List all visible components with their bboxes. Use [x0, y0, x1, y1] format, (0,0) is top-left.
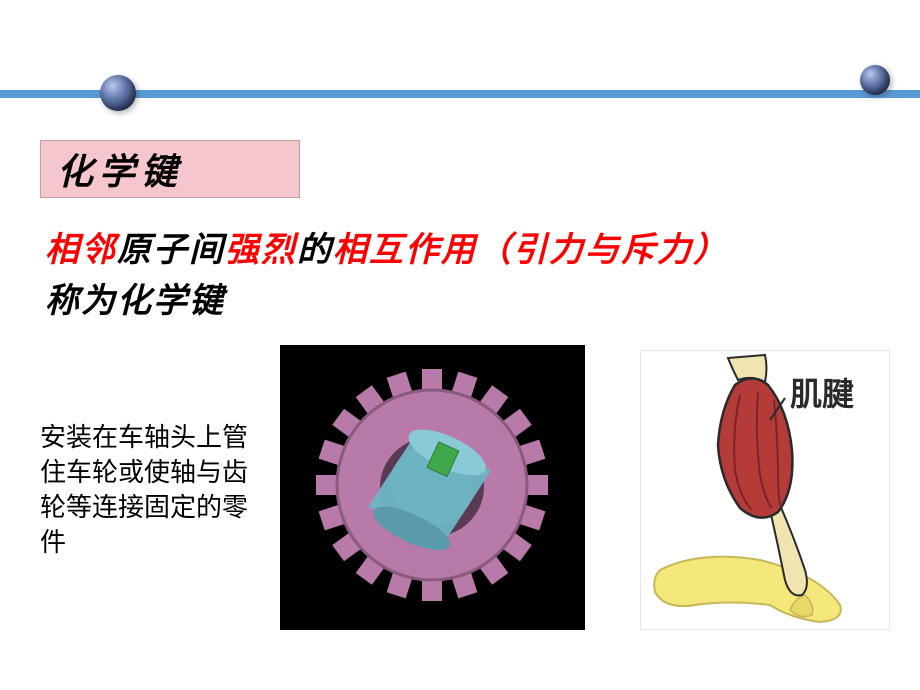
muscle-illustration: 肌腱 [640, 350, 890, 630]
title-text: 化学键 [57, 143, 183, 195]
orb-right [860, 65, 890, 95]
def-part-5: 相互作用（引力与斥力） [333, 232, 729, 269]
gear-caption: 安装在车轴头上管住车轮或使轴与齿轮等连接固定的零件 [40, 420, 260, 560]
def-part-3: 强烈 [225, 232, 297, 269]
def-part-2: 原子间 [117, 232, 225, 269]
def-part-4: 的 [297, 232, 333, 269]
definition-text: 相邻原子间强烈的相互作用（引力与斥力） 称为化学键 [45, 225, 875, 327]
title-box: 化学键 [40, 140, 300, 198]
def-part-6: 称为化学键 [45, 283, 225, 320]
divider-line [0, 90, 920, 98]
gear-illustration [280, 345, 585, 630]
orb-left [100, 75, 136, 111]
def-part-1: 相邻 [45, 232, 117, 269]
tendon-label: 肌腱 [790, 376, 854, 412]
